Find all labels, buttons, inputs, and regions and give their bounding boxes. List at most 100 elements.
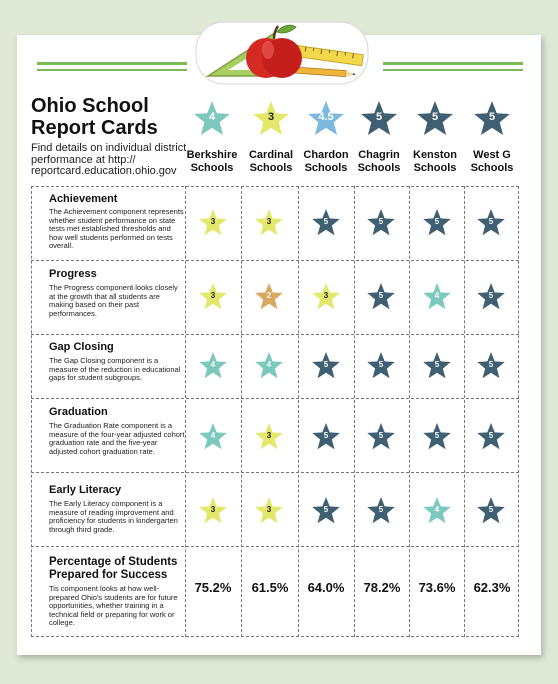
title-line-2: Report Cards	[31, 117, 158, 139]
school-name-chagrin: Chagrin Schools	[357, 149, 401, 174]
col-divider	[241, 186, 242, 637]
component-title: Achievement	[49, 193, 118, 205]
rating-star: 5	[421, 208, 453, 238]
rating-star: 5	[421, 422, 453, 452]
overall-star-chardon: 4.5	[305, 99, 347, 139]
rating-value: 5	[323, 431, 329, 440]
rating-value: 5	[378, 217, 384, 226]
rating-star: 3	[310, 282, 342, 312]
rating-value: 4	[266, 360, 272, 369]
component-description: The Gap Closing component is a measure o…	[49, 356, 181, 383]
rating-star: 5	[475, 282, 507, 312]
row-divider	[31, 546, 519, 547]
overall-star-west-g: 5	[471, 99, 513, 139]
rating-star: 5	[475, 496, 507, 526]
prepared-percentage: 62.3%	[473, 580, 511, 595]
star-icon	[477, 283, 505, 310]
overall-star-chagrin: 5	[358, 99, 400, 139]
rating-value: 3	[266, 505, 272, 514]
star-icon	[367, 283, 395, 310]
star-icon	[255, 209, 283, 236]
col-divider	[31, 186, 32, 637]
rating-value: 5	[488, 505, 494, 514]
star-icon	[194, 101, 230, 135]
rating-star: 5	[365, 208, 397, 238]
overall-score: 3	[267, 111, 275, 123]
star-icon	[308, 101, 344, 135]
star-icon	[423, 423, 451, 450]
star-icon	[253, 101, 289, 135]
component-description: The Achievement component represents whe…	[49, 207, 184, 251]
rating-star: 4	[253, 351, 285, 381]
overall-score: 5	[488, 111, 496, 123]
overall-score: 4.5	[318, 111, 334, 123]
star-icon	[199, 423, 227, 450]
ratings-table: Achievement The Achievement component re…	[31, 186, 519, 637]
star-icon	[199, 497, 227, 524]
green-stripe-right	[383, 62, 523, 65]
rating-value: 5	[323, 505, 329, 514]
rating-value: 3	[210, 291, 216, 300]
star-icon	[367, 497, 395, 524]
green-stripe-left	[37, 62, 187, 65]
star-icon	[255, 283, 283, 310]
rating-star: 2	[253, 282, 285, 312]
row-divider	[31, 186, 519, 187]
rating-value: 5	[378, 360, 384, 369]
rating-value: 5	[488, 291, 494, 300]
rating-value: 3	[323, 291, 329, 300]
row-divider	[31, 472, 519, 473]
rating-value: 5	[378, 505, 384, 514]
rating-star: 5	[365, 422, 397, 452]
rating-star: 5	[365, 351, 397, 381]
overall-star-kenston: 5	[414, 99, 456, 139]
star-icon	[199, 209, 227, 236]
star-icon	[312, 352, 340, 379]
prepared-percentage: 73.6%	[418, 580, 456, 595]
rating-star: 5	[310, 496, 342, 526]
rating-star: 5	[365, 496, 397, 526]
component-description: The Graduation Rate component is a measu…	[49, 421, 185, 456]
col-divider	[464, 186, 465, 637]
row-divider	[31, 334, 519, 335]
component-title: Early Literacy	[49, 484, 122, 496]
component-description: The Progress component looks closely at …	[49, 283, 178, 318]
rating-value: 3	[210, 505, 216, 514]
rating-value: 5	[323, 217, 329, 226]
component-description: The Early Literacy component is a measur…	[49, 499, 178, 534]
star-icon	[423, 283, 451, 310]
rating-value: 5	[378, 431, 384, 440]
prepared-percentage: 64.0%	[307, 580, 345, 595]
rating-value: 5	[488, 217, 494, 226]
school-name-kenston: Kenston Schools	[413, 149, 457, 174]
rating-star: 5	[310, 208, 342, 238]
page-title: Ohio School Report Cards	[31, 95, 158, 139]
rating-value: 4	[210, 360, 216, 369]
subtitle: Find details on individual district perf…	[31, 142, 187, 177]
star-icon	[255, 423, 283, 450]
rating-value: 5	[434, 360, 440, 369]
rating-star: 5	[475, 208, 507, 238]
star-icon	[417, 101, 453, 135]
rating-value: 5	[378, 291, 384, 300]
rating-value: 5	[323, 360, 329, 369]
col-divider	[298, 186, 299, 637]
prepared-percentage: 78.2%	[363, 580, 401, 595]
prepared-description: Tis component looks at how well-prepared…	[49, 584, 178, 628]
rating-value: 4	[210, 431, 216, 440]
overall-star-cardinal: 3	[250, 99, 292, 139]
overall-score: 5	[375, 111, 383, 123]
rating-star: 4	[197, 422, 229, 452]
col-divider	[518, 186, 519, 637]
rating-value: 3	[210, 217, 216, 226]
star-icon	[423, 209, 451, 236]
star-icon	[367, 209, 395, 236]
green-stripe-right-2	[383, 69, 523, 71]
star-icon	[255, 352, 283, 379]
col-divider	[185, 186, 186, 637]
rating-star: 5	[365, 282, 397, 312]
rating-star: 3	[197, 282, 229, 312]
prepared-percentage: 61.5%	[251, 580, 289, 595]
rating-star: 3	[253, 422, 285, 452]
star-icon	[312, 423, 340, 450]
